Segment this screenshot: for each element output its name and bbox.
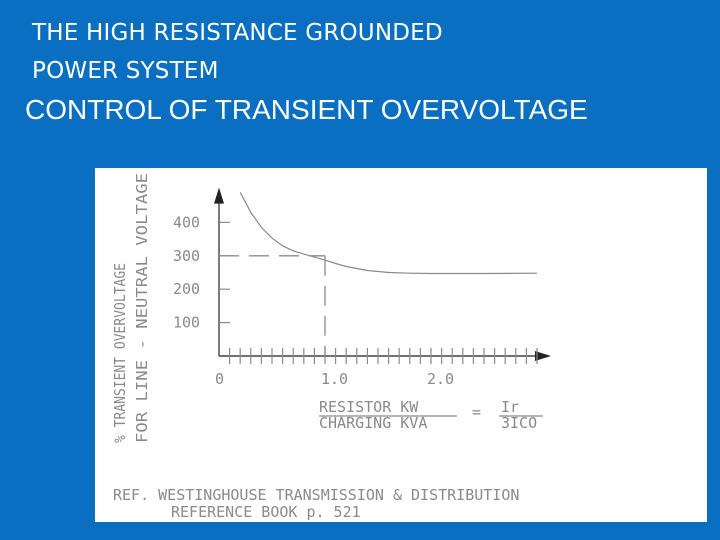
axes: [214, 187, 551, 361]
x-tick-label: 2.0: [427, 370, 454, 388]
ticks: 100 200 300 400 0 1.0 2.0: [173, 213, 538, 388]
y-tick-label: 400: [173, 213, 200, 231]
reference-line-2: REFERENCE BOOK p. 521: [171, 503, 361, 521]
x-label-numerator: RESISTOR KW: [319, 398, 419, 416]
slide-title-line-2: POWER SYSTEM: [32, 58, 219, 84]
y-tick-label: 100: [173, 314, 200, 332]
y-axis-arrow: [214, 187, 224, 204]
x-axis-arrow: [535, 351, 551, 361]
y-tick-label: 300: [173, 247, 200, 265]
slide-title-line-1: THE HIGH RESISTANCE GROUNDED: [32, 20, 443, 46]
y-axis-label-line-2: FOR LINE - NEUTRAL VOLTAGE: [133, 173, 151, 443]
series: [219, 192, 538, 356]
y-axis-label-line-1: % TRANSIENT OVERVOLTAGE: [111, 263, 129, 443]
y-tick-label: 200: [173, 280, 200, 298]
ratio-numerator: Ir: [501, 398, 519, 416]
overvoltage-curve: [239, 192, 538, 275]
equals-sign: =: [472, 403, 481, 421]
figure-panel: % TRANSIENT OVERVOLTAGE FOR LINE - NEUTR…: [95, 168, 707, 522]
reference-line-1: REF. WESTINGHOUSE TRANSMISSION & DISTRIB…: [113, 486, 519, 504]
x-label-denominator: CHARGING KVA: [319, 414, 427, 432]
x-tick-label: 1.0: [321, 370, 348, 388]
ratio-denominator: 3ICO: [501, 414, 537, 432]
slide-heading: CONTROL OF TRANSIENT OVERVOLTAGE: [25, 94, 588, 125]
x-tick-label: 0: [215, 370, 224, 388]
overvoltage-chart: % TRANSIENT OVERVOLTAGE FOR LINE - NEUTR…: [111, 173, 551, 521]
